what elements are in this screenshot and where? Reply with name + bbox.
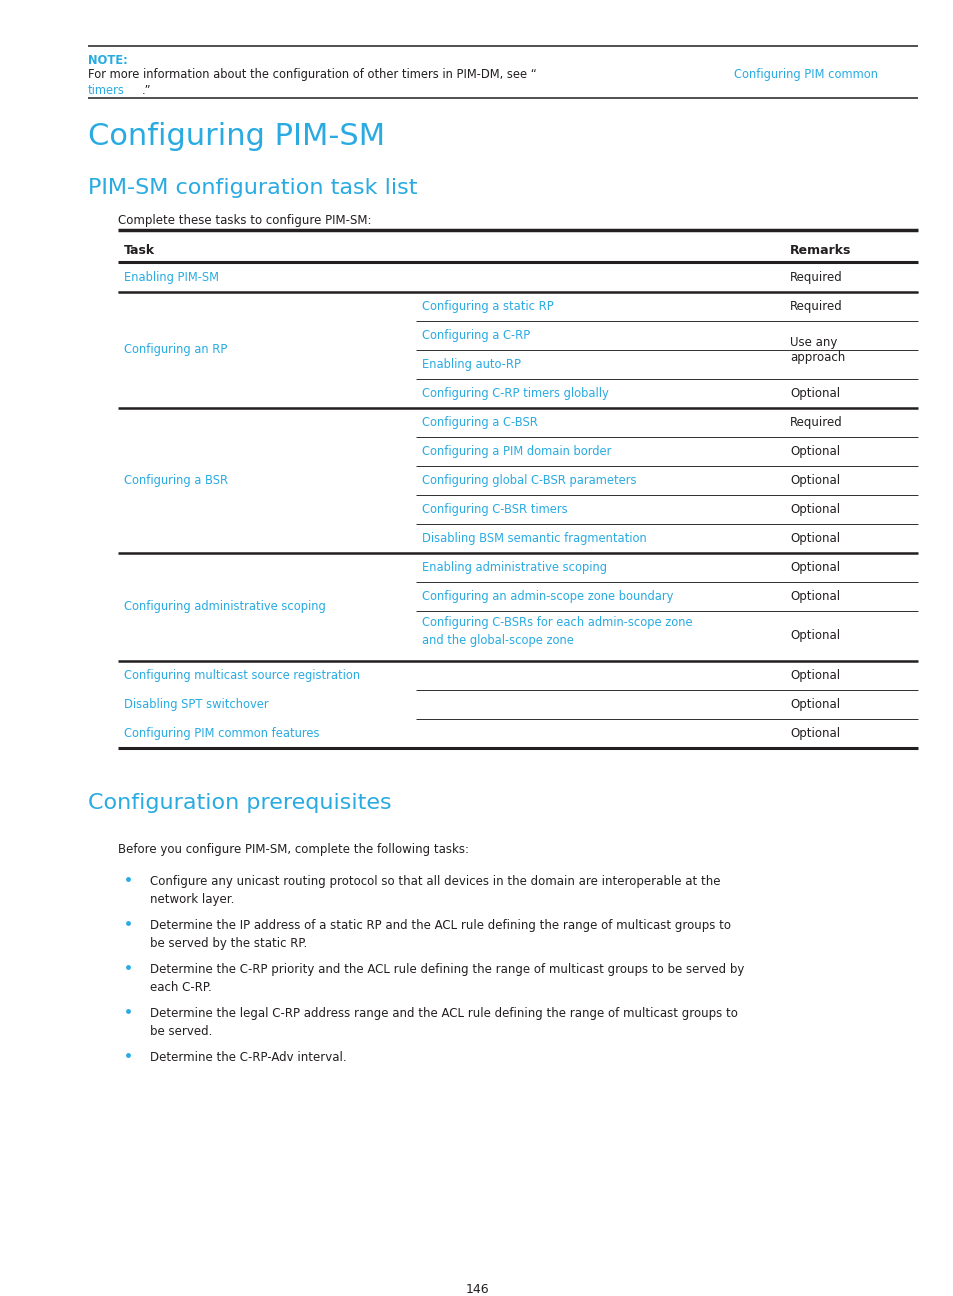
Text: Configuring a C-BSR: Configuring a C-BSR (421, 416, 537, 429)
Text: Determine the C-RP priority and the ACL rule defining the range of multicast gro: Determine the C-RP priority and the ACL … (150, 963, 743, 976)
Text: Before you configure PIM-SM, complete the following tasks:: Before you configure PIM-SM, complete th… (118, 842, 469, 855)
Text: be served by the static RP.: be served by the static RP. (150, 937, 307, 950)
Text: Task: Task (124, 244, 155, 257)
Text: Enabling administrative scoping: Enabling administrative scoping (421, 561, 606, 574)
Text: Configure any unicast routing protocol so that all devices in the domain are int: Configure any unicast routing protocol s… (150, 875, 720, 888)
Text: PIM-SM configuration task list: PIM-SM configuration task list (88, 178, 417, 198)
Text: Configuring PIM common: Configuring PIM common (734, 67, 878, 80)
Text: approach: approach (789, 351, 844, 364)
Text: Configuring C-RP timers globally: Configuring C-RP timers globally (421, 388, 608, 400)
Text: and the global-scope zone: and the global-scope zone (421, 634, 574, 647)
Text: Configuring a BSR: Configuring a BSR (124, 474, 228, 487)
Text: Enabling PIM-SM: Enabling PIM-SM (124, 271, 219, 284)
Text: Determine the IP address of a static RP and the ACL rule defining the range of m: Determine the IP address of a static RP … (150, 919, 730, 932)
Text: Use any: Use any (789, 336, 837, 349)
Text: 146: 146 (465, 1283, 488, 1296)
Text: Configuring C-BSR timers: Configuring C-BSR timers (421, 503, 567, 516)
Text: Configuring an RP: Configuring an RP (124, 343, 227, 356)
Text: Required: Required (789, 416, 841, 429)
Text: be served.: be served. (150, 1025, 213, 1038)
Text: Complete these tasks to configure PIM-SM:: Complete these tasks to configure PIM-SM… (118, 214, 371, 227)
Text: Optional: Optional (789, 445, 840, 457)
Text: Disabling BSM semantic fragmentation: Disabling BSM semantic fragmentation (421, 531, 646, 546)
Text: Optional: Optional (789, 699, 840, 712)
Text: Determine the C-RP-Adv interval.: Determine the C-RP-Adv interval. (150, 1051, 346, 1064)
Text: Configuring multicast source registration: Configuring multicast source registratio… (124, 669, 359, 682)
Text: Optional: Optional (789, 727, 840, 740)
Text: network layer.: network layer. (150, 893, 234, 906)
Text: Optional: Optional (789, 669, 840, 682)
Text: Configuring PIM common features: Configuring PIM common features (124, 727, 319, 740)
Text: timers: timers (88, 84, 125, 97)
Text: For more information about the configuration of other timers in PIM-DM, see “: For more information about the configura… (88, 67, 537, 80)
Text: Configuring global C-BSR parameters: Configuring global C-BSR parameters (421, 474, 636, 487)
Text: Optional: Optional (789, 590, 840, 603)
Text: Configuration prerequisites: Configuration prerequisites (88, 793, 392, 813)
Text: Optional: Optional (789, 630, 840, 643)
Text: Determine the legal C-RP address range and the ACL rule defining the range of mu: Determine the legal C-RP address range a… (150, 1007, 737, 1020)
Text: Disabling SPT switchover: Disabling SPT switchover (124, 699, 269, 712)
Text: Enabling auto-RP: Enabling auto-RP (421, 358, 520, 371)
Text: Optional: Optional (789, 531, 840, 546)
Text: Required: Required (789, 271, 841, 284)
Text: Optional: Optional (789, 503, 840, 516)
Text: .”: .” (142, 84, 152, 97)
Text: Remarks: Remarks (789, 244, 850, 257)
Text: Configuring PIM-SM: Configuring PIM-SM (88, 122, 385, 152)
Text: NOTE:: NOTE: (88, 54, 128, 67)
Text: Configuring a PIM domain border: Configuring a PIM domain border (421, 445, 611, 457)
Text: Configuring an admin-scope zone boundary: Configuring an admin-scope zone boundary (421, 590, 673, 603)
Text: Configuring a static RP: Configuring a static RP (421, 299, 553, 314)
Text: Optional: Optional (789, 388, 840, 400)
Text: Optional: Optional (789, 474, 840, 487)
Text: Required: Required (789, 299, 841, 314)
Text: each C-RP.: each C-RP. (150, 981, 212, 994)
Text: Configuring C-BSRs for each admin-scope zone: Configuring C-BSRs for each admin-scope … (421, 616, 692, 629)
Text: Optional: Optional (789, 561, 840, 574)
Text: Configuring administrative scoping: Configuring administrative scoping (124, 600, 325, 613)
Text: Configuring a C-RP: Configuring a C-RP (421, 329, 530, 342)
